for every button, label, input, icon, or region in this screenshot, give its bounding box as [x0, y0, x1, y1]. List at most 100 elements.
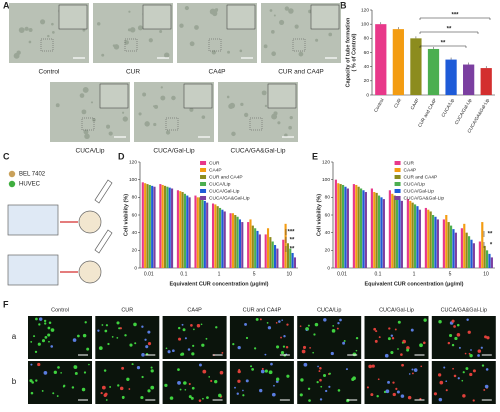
cell-spot: [44, 322, 47, 325]
bar: [382, 199, 385, 268]
cell-spot: [355, 336, 359, 340]
cell-texture: [194, 25, 199, 30]
legend-swatch: [200, 182, 207, 186]
cell-spot: [299, 393, 303, 397]
bar: [286, 243, 289, 268]
bar: [432, 215, 435, 268]
cell-spot: [245, 379, 249, 383]
bar: [344, 186, 347, 268]
x-tick-label: 0.1: [180, 271, 187, 277]
significance-label: **: [447, 27, 452, 33]
bar: [355, 184, 358, 268]
cell-spot: [187, 348, 191, 351]
bar: [468, 236, 471, 268]
cell-texture: [273, 14, 276, 17]
cell-texture: [92, 118, 96, 122]
bar: [291, 252, 294, 268]
y-tick-label: 100: [361, 21, 369, 27]
cell-spot: [313, 333, 316, 336]
cell-spot: [366, 386, 369, 389]
cell-spot: [264, 353, 267, 356]
cell-texture: [148, 38, 153, 43]
bar: [282, 239, 285, 268]
significance-bracket: [419, 31, 479, 34]
cell-texture: [263, 44, 268, 49]
pipette: [94, 179, 113, 204]
cell-spot: [41, 390, 44, 392]
x-tick-label: Control: [373, 98, 385, 113]
cell-spot: [105, 324, 109, 327]
cell-spot: [305, 329, 308, 331]
cell-texture: [83, 129, 89, 135]
cell-spot: [394, 328, 397, 331]
cell-spot: [260, 369, 265, 374]
cell-spot: [83, 371, 87, 374]
cell-spot: [104, 329, 108, 333]
significance-label: *: [490, 243, 493, 249]
cell-spot: [221, 351, 224, 354]
cell-spot: [466, 318, 469, 321]
y-tick-label: 80: [325, 195, 331, 201]
bar: [339, 184, 342, 268]
cell-spot: [122, 397, 125, 400]
cell-texture: [153, 122, 157, 127]
cell-spot: [438, 397, 443, 402]
cell-texture: [97, 22, 101, 26]
cell-spot: [397, 320, 401, 324]
zoom-box: [81, 117, 95, 131]
fluorescence-image: [364, 316, 429, 359]
bar: [146, 184, 149, 268]
cell-texture: [179, 23, 184, 28]
cell-spot: [128, 388, 131, 390]
cell-spot: [433, 392, 438, 396]
cell-texture: [279, 19, 285, 25]
cell-spot: [319, 398, 323, 401]
cell-texture: [122, 111, 125, 114]
bar: [229, 213, 232, 268]
cell-spot: [268, 370, 273, 375]
cell-spot: [181, 323, 184, 326]
cell-spot: [150, 369, 154, 373]
cell-texture: [189, 107, 194, 112]
cell-spot: [388, 327, 391, 330]
inset: [267, 83, 297, 109]
cell-spot: [319, 378, 322, 382]
cell-spot: [392, 381, 395, 384]
cell-spot: [50, 328, 55, 332]
bar: [141, 182, 144, 268]
image-label: CUCA/GA&Gal-Lip: [231, 148, 286, 155]
cell-spot: [370, 393, 374, 397]
x-tick-label: 0.01: [337, 271, 347, 277]
cell-spot: [105, 399, 108, 401]
cell-spot: [109, 386, 112, 388]
cell-spot: [119, 327, 122, 330]
cell-spot: [147, 342, 152, 346]
cell-spot: [443, 366, 446, 369]
row-label: b: [12, 377, 17, 386]
bar: [201, 199, 204, 268]
cell-spot: [462, 371, 465, 374]
cell-texture: [244, 112, 249, 118]
bar: [434, 216, 437, 268]
well-plate: [7, 254, 59, 286]
cell-spot: [169, 396, 174, 400]
legend-label: HUVEC: [19, 182, 41, 188]
cell-spot: [481, 364, 485, 367]
legend-label: BEL 7402: [19, 172, 46, 178]
y-tick-label: 100: [129, 177, 137, 183]
cell-spot: [214, 379, 218, 384]
cell-spot: [198, 363, 202, 367]
bar: [472, 243, 475, 268]
cell-spot: [273, 384, 275, 387]
cell-spot: [171, 349, 175, 353]
significance-label: **: [290, 238, 295, 244]
bar: [236, 216, 239, 268]
significance-label: ***: [451, 13, 459, 19]
y-tick-label: 80: [132, 195, 138, 201]
cell-spot: [390, 334, 394, 337]
cell-texture: [288, 125, 292, 130]
cell-spot: [485, 368, 489, 371]
cell-spot: [191, 386, 195, 390]
cell-spot: [411, 368, 414, 371]
cell-spot: [208, 376, 211, 378]
